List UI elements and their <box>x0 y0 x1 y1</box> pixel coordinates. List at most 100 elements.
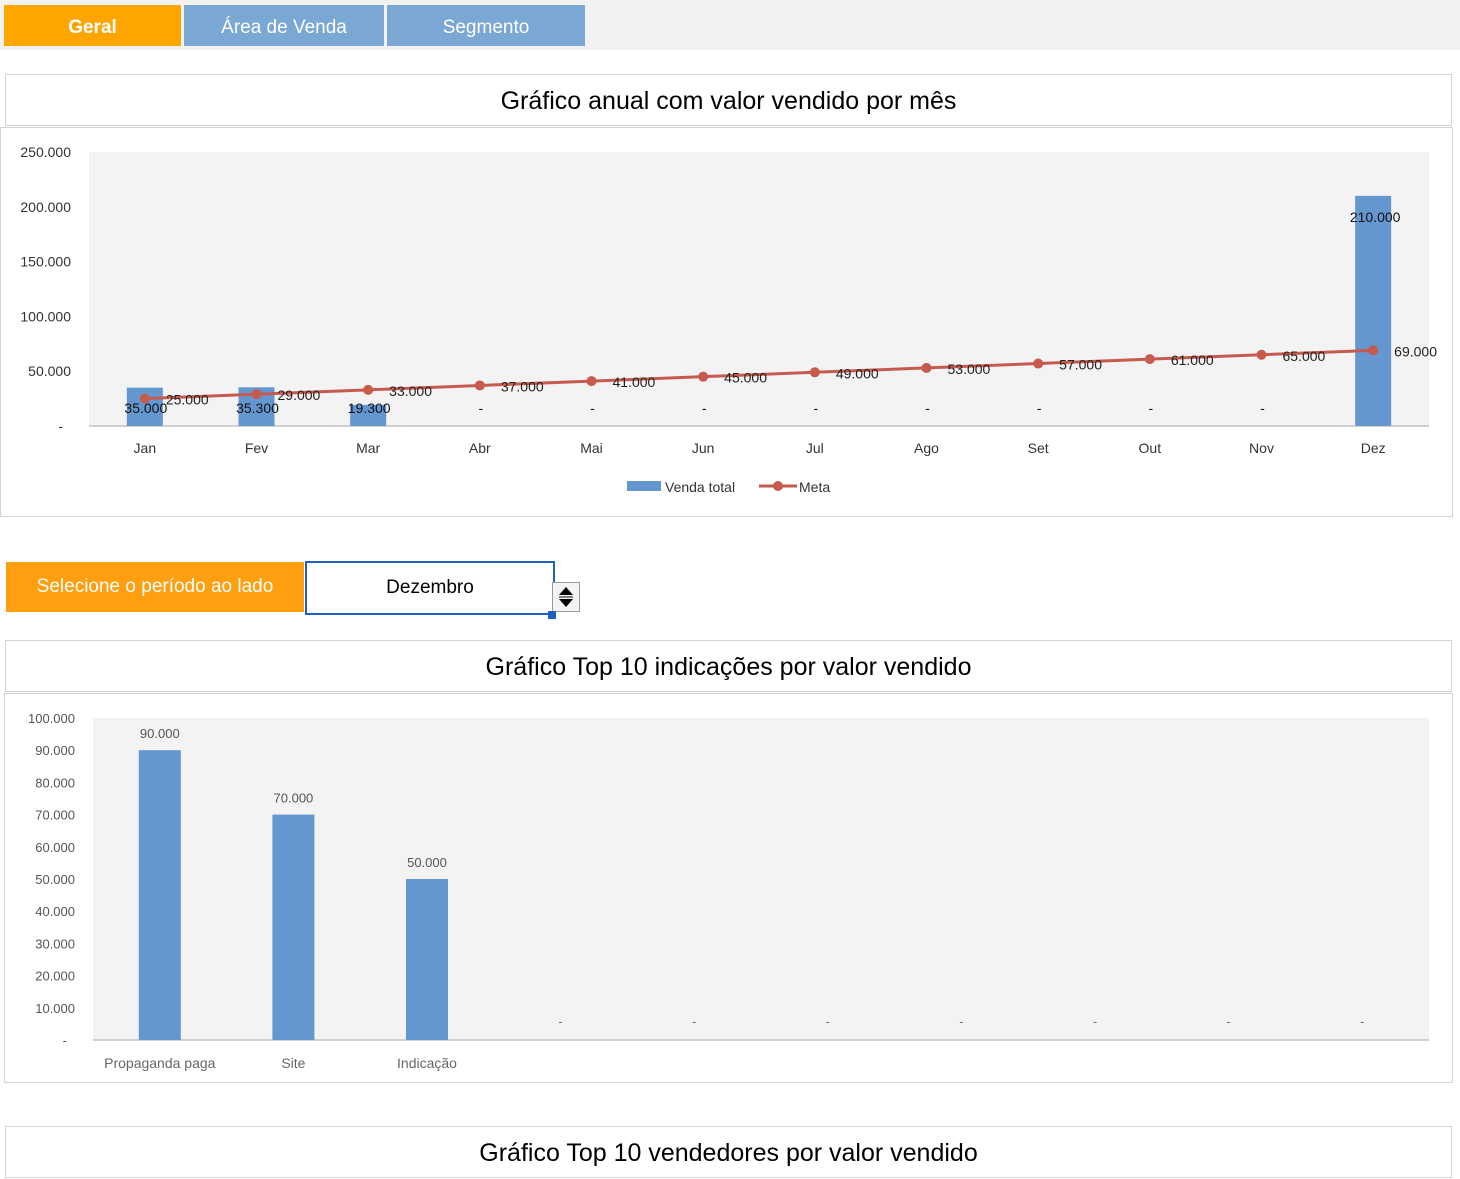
x-tick-label: Indicação <box>397 1055 457 1071</box>
y-tick-label: 80.000 <box>35 775 75 790</box>
selection-handle <box>548 611 556 619</box>
y-tick-label: 250.000 <box>20 144 71 160</box>
x-tick-label: Dez <box>1361 440 1386 456</box>
tab-geral[interactable]: Geral <box>4 5 181 46</box>
meta-data-label: 33.000 <box>389 383 432 399</box>
y-tick-label: 30.000 <box>35 936 75 951</box>
meta-point-jun <box>698 371 709 382</box>
legend-line-marker <box>773 481 783 491</box>
meta-data-label: 53.000 <box>948 361 991 377</box>
tab-area-de-venda[interactable]: Área de Venda <box>184 5 384 46</box>
bar-data-label: - <box>558 1014 562 1029</box>
y-tick-label: 50.000 <box>28 363 71 379</box>
period-label: Selecione o período ao lado <box>6 562 304 612</box>
x-tick-label: Propaganda paga <box>104 1055 216 1071</box>
chart1-title: Gráfico anual com valor vendido por mês <box>5 74 1452 126</box>
bar-data-label: - <box>1148 400 1153 416</box>
legend-bar-label: Venda total <box>665 479 735 495</box>
x-tick-label: Site <box>281 1055 305 1071</box>
y-tick-label: 200.000 <box>20 199 71 215</box>
meta-point-jul <box>809 367 820 378</box>
bar-data-label: - <box>1226 1014 1230 1029</box>
bar-data-label: - <box>590 400 595 416</box>
y-tick-label: 150.000 <box>20 254 71 270</box>
y-tick-label: 10.000 <box>35 1001 75 1016</box>
x-tick-label: Mai <box>580 440 603 456</box>
bar-3 <box>406 879 448 1040</box>
tab-bar: Geral Área de Venda Segmento <box>0 0 1460 50</box>
y-tick-label: 20.000 <box>35 969 75 984</box>
x-tick-label: Out <box>1139 440 1162 456</box>
bar-data-label: - <box>478 400 483 416</box>
meta-data-label: 49.000 <box>836 365 879 381</box>
meta-data-label: 65.000 <box>1283 348 1326 364</box>
x-tick-label: Mar <box>356 440 380 456</box>
bar-data-label: - <box>959 1014 963 1029</box>
meta-point-set <box>1033 358 1044 369</box>
meta-data-label: 61.000 <box>1171 352 1214 368</box>
meta-data-label: 69.000 <box>1394 343 1437 359</box>
bar-data-label: - <box>813 400 818 416</box>
y-tick-label: 100.000 <box>28 711 75 726</box>
top10-indications-chart: 100.000 90.000 80.000 70.000 60.000 50.000 40.… <box>28 711 1429 1071</box>
period-spinner[interactable] <box>552 582 580 612</box>
y-tick-label: 90.000 <box>35 743 75 758</box>
chart2-title: Gráfico Top 10 indicações por valor vend… <box>5 640 1452 692</box>
bar-data-label: 35.300 <box>236 400 279 416</box>
meta-data-label: 57.000 <box>1059 357 1102 373</box>
chart2-container: 100.000 90.000 80.000 70.000 60.000 50.000 40.… <box>4 693 1453 1083</box>
bar-data-label: - <box>1360 1014 1364 1029</box>
bar-1 <box>138 750 181 1040</box>
bar-data-label: - <box>1260 400 1265 416</box>
meta-point-abr <box>474 380 485 391</box>
x-tick-label: Jul <box>806 440 824 456</box>
legend-bar-swatch <box>627 481 661 491</box>
meta-point-mar <box>363 384 374 395</box>
bar-mar <box>350 404 387 426</box>
bar-data-label: - <box>692 1014 696 1029</box>
meta-data-label: 37.000 <box>501 378 544 394</box>
bar-dez <box>1355 195 1392 426</box>
bar-data-label: 90.000 <box>140 726 180 741</box>
x-tick-label: Jan <box>134 440 157 456</box>
bar-data-label: - <box>702 400 707 416</box>
y-tick-label: 60.000 <box>35 840 75 855</box>
y-tick-label: 100.000 <box>20 308 71 324</box>
meta-point-out <box>1144 354 1155 365</box>
meta-point-mai <box>586 376 597 387</box>
y-tick-label: 40.000 <box>35 904 75 919</box>
meta-data-label: 25.000 <box>166 392 209 408</box>
bar-data-label: 19.300 <box>348 400 391 416</box>
meta-point-dez <box>1368 345 1379 356</box>
tab-segmento[interactable]: Segmento <box>387 5 585 46</box>
y-tick-label: - <box>63 1033 67 1048</box>
x-tick-label: Ago <box>914 440 939 456</box>
bar-data-label: - <box>925 400 930 416</box>
meta-data-label: 29.000 <box>278 387 321 403</box>
bar-data-label: 35.000 <box>124 400 167 416</box>
meta-point-fev <box>251 389 262 400</box>
x-tick-label: Nov <box>1249 440 1274 456</box>
y-tick-label: 70.000 <box>35 808 75 823</box>
legend-line-label: Meta <box>799 479 830 495</box>
meta-point-ago <box>921 362 932 373</box>
x-tick-label: Fev <box>245 440 268 456</box>
y-tick-label: - <box>58 418 63 434</box>
meta-point-nov <box>1256 349 1267 360</box>
chart1-container: 250.000 200.000 150.000 100.000 50.000 - Jan Fe… <box>0 127 1453 517</box>
meta-data-label: 45.000 <box>724 370 767 386</box>
bar-data-label: - <box>826 1014 830 1029</box>
bar-data-label: 50.000 <box>407 855 447 870</box>
up-down-arrows-icon <box>559 587 573 607</box>
plot-area <box>89 152 1429 426</box>
meta-line <box>144 348 1374 401</box>
bar-data-label: 70.000 <box>274 791 314 806</box>
bar-data-label: - <box>1037 400 1042 416</box>
period-field[interactable]: Dezembro <box>305 561 555 615</box>
bar-2 <box>272 814 315 1040</box>
x-tick-label: Jun <box>692 440 715 456</box>
bar-data-label: 210.000 <box>1350 209 1401 225</box>
y-tick-label: 50.000 <box>35 872 75 887</box>
x-tick-label: Abr <box>469 440 491 456</box>
x-tick-label: Set <box>1028 440 1049 456</box>
